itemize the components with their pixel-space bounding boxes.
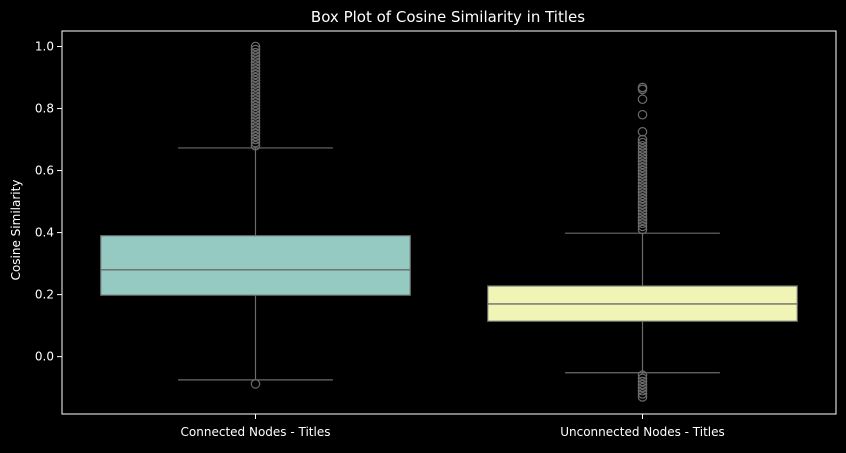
outlier-point [250,41,261,52]
outlier-point [637,137,648,148]
outlier-point [250,113,261,123]
y-tick-label: 0.0 [35,350,54,364]
outlier-point [637,109,648,120]
outlier-point [637,153,648,163]
plot-area [100,41,798,402]
x-tick-label: Connected Nodes - Titles [181,425,331,439]
outlier-point [637,147,648,157]
outlier-point [250,109,261,120]
outlier-point [250,137,261,148]
y-tick-label: 0.8 [35,102,54,116]
outlier-point [250,125,261,136]
outlier-point [637,175,648,185]
outlier-point [637,94,648,105]
outlier-point [637,184,648,194]
outlier-point [250,379,261,389]
outlier-point [250,72,261,83]
outlier-point [637,140,648,151]
outlier-point [250,122,261,132]
outlier-point [637,389,648,399]
y-tick-label: 0.2 [35,288,54,302]
outlier-point [250,82,261,92]
outlier-point [250,54,261,64]
outlier-point [637,370,648,381]
outlier-point [637,82,648,93]
outlier-point [637,168,648,179]
outlier-point [637,382,648,393]
outlier-point [250,60,261,70]
iqr-box [100,235,411,296]
outlier-point [250,75,261,86]
outlier-point [250,51,261,61]
y-tick-label: 1.0 [35,40,54,54]
axes-frame [61,30,837,415]
outlier-point [637,199,648,210]
outlier-point [637,84,648,95]
outlier-point [637,379,648,390]
outlier-point [637,193,648,204]
chart-title: Box Plot of Cosine Similarity in Titles [311,8,585,26]
outlier-point [250,69,261,80]
outlier-point [637,376,648,387]
outlier-point [250,78,261,89]
outlier-point [637,206,648,216]
outlier-point [250,88,261,98]
outlier-point [250,103,261,114]
outlier-point [637,190,648,201]
outlier-point [637,134,648,145]
outlier-point [250,66,261,77]
outlier-point [637,159,648,170]
outlier-point [250,140,261,151]
outlier-point [250,44,261,55]
outlier-point [637,218,648,229]
outlier-point [637,392,648,402]
outlier-point [250,97,261,108]
outlier-point [250,106,261,117]
outlier-point [250,119,261,129]
outlier-point [250,128,261,139]
outlier-point [637,209,648,219]
outlier-point [637,156,648,167]
outlier-point [637,215,648,225]
outlier-point [637,162,648,173]
y-tick-label: 0.6 [35,164,54,178]
outlier-point [250,63,261,74]
outlier-point [637,181,648,191]
box-group [100,41,411,389]
outlier-point [250,47,261,58]
outlier-point [637,212,648,222]
outlier-point [637,171,648,182]
outlier-point [250,94,261,105]
y-tick-label: 0.4 [35,226,54,240]
outlier-point [637,224,648,235]
outlier-point [250,85,261,95]
x-tick-label: Unconnected Nodes - Titles [560,425,725,439]
outlier-point [637,126,648,137]
outlier-point [637,373,648,384]
outlier-point [250,134,261,145]
outlier-point [250,131,261,142]
outlier-point [637,196,648,207]
outlier-point [250,100,261,111]
outlier-point [637,385,648,396]
box-group [487,82,798,402]
outlier-point [250,57,261,67]
outlier-point [637,165,648,176]
outlier-point [637,202,648,213]
outlier-point [250,91,261,101]
outlier-point [637,178,648,188]
outlier-point [637,187,648,198]
y-axis-label: Cosine Similarity [9,180,23,281]
outlier-point [250,116,261,126]
outlier-point [637,221,648,232]
outlier-point [637,150,648,160]
outlier-point [637,144,648,154]
